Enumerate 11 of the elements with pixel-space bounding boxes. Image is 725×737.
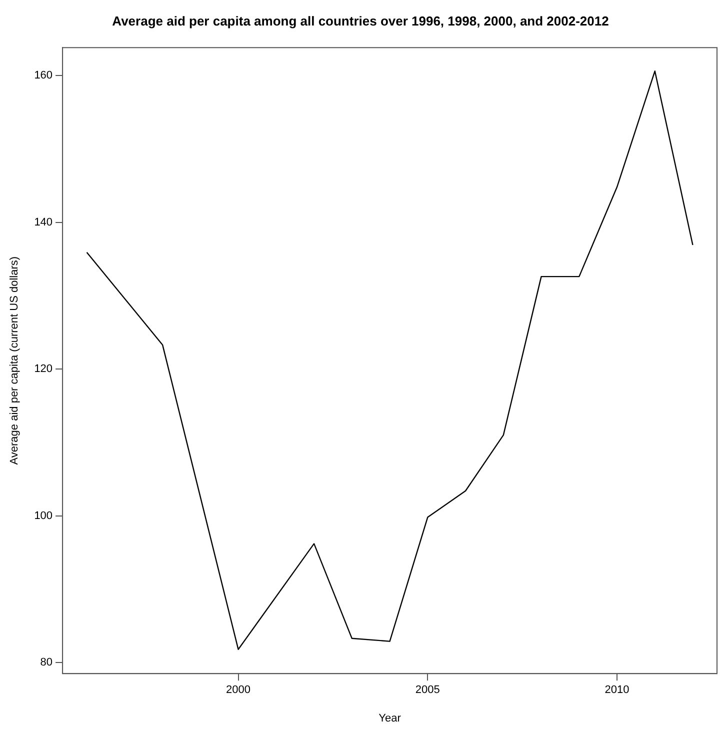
y-tick-label: 140 — [34, 216, 53, 228]
y-tick-label: 160 — [34, 70, 53, 82]
y-tick-label: 120 — [34, 363, 53, 376]
x-axis-title: Year — [378, 712, 402, 724]
x-tick-label: 2010 — [604, 684, 630, 696]
y-axis-title: Average aid per capita (current US dollars) — [8, 256, 21, 465]
x-tick-label: 2005 — [415, 684, 440, 696]
x-tick-label: 2000 — [226, 684, 251, 696]
chart-title: Average aid per capita among all countries over 1996, 1998, 2000, and 2002-2012 — [112, 13, 609, 28]
y-tick-label: 100 — [34, 510, 53, 522]
y-tick-label: 80 — [40, 656, 53, 669]
